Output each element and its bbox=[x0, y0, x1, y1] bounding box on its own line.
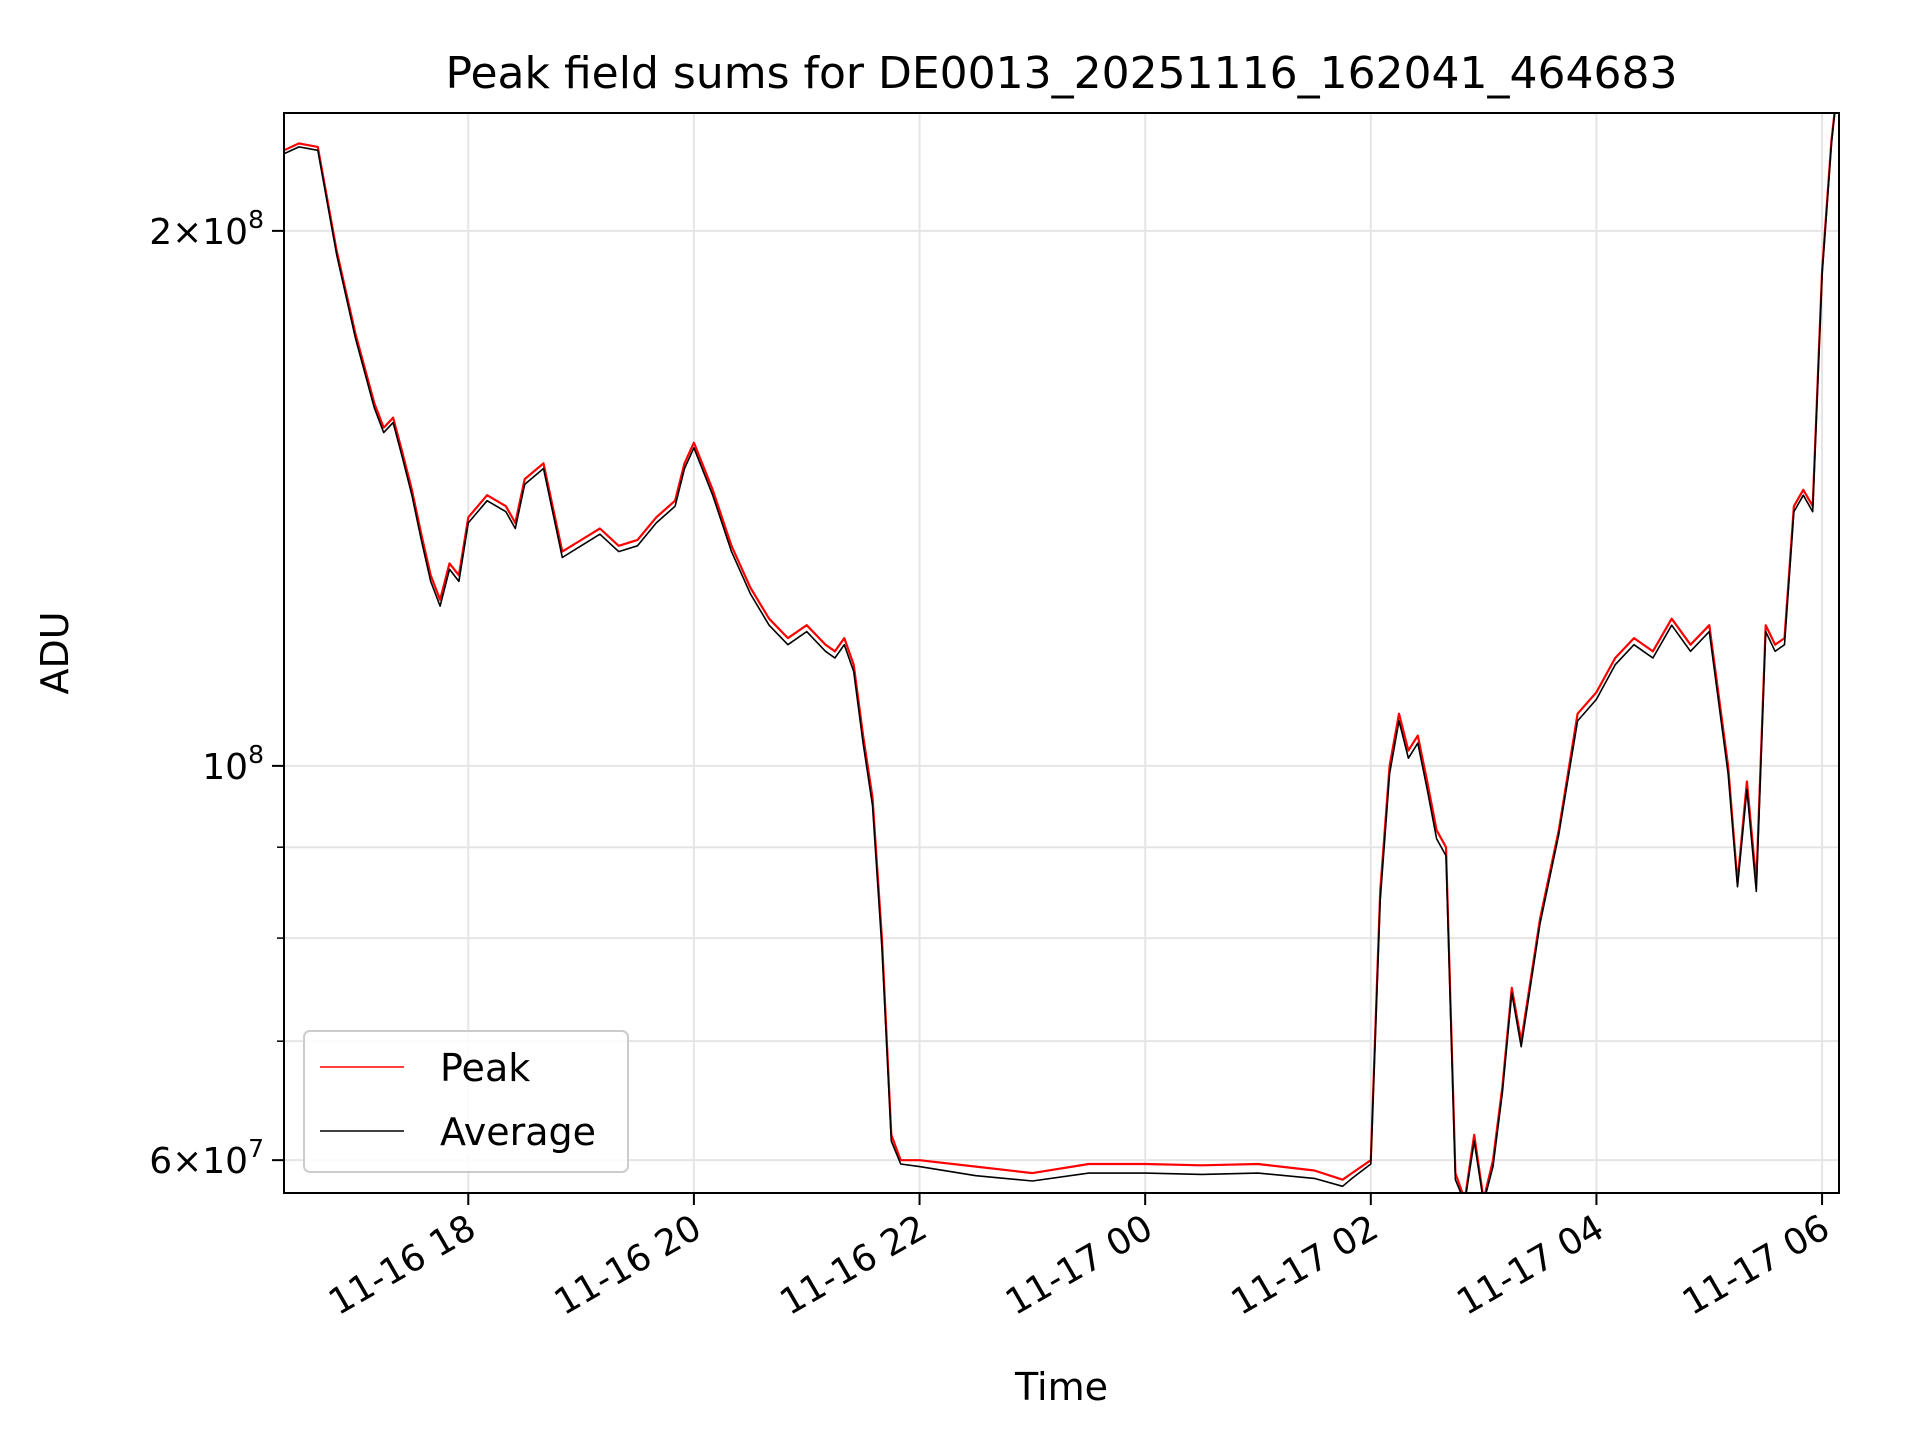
x-tick-label: 11-17 04 bbox=[1450, 1207, 1611, 1323]
x-tick-label: 11-17 00 bbox=[999, 1207, 1160, 1323]
x-tick-label: 11-17 02 bbox=[1225, 1207, 1386, 1323]
y-axis-title: ADU bbox=[33, 611, 77, 694]
series-line-peak bbox=[284, 113, 1836, 1193]
y-tick-base: 10 bbox=[202, 1141, 248, 1182]
y-tick-exponent: 8 bbox=[248, 740, 264, 769]
y-tick-exponent: 7 bbox=[248, 1134, 264, 1163]
legend-label-average: Average bbox=[440, 1110, 596, 1154]
x-tick-label: 11-16 18 bbox=[322, 1207, 483, 1323]
y-tick-mantissa: 2× bbox=[149, 212, 202, 253]
grid bbox=[284, 113, 1839, 1193]
plot-frame bbox=[283, 112, 1840, 1194]
legend-label-peak: Peak bbox=[440, 1046, 530, 1090]
y-tick-base: 10 bbox=[202, 212, 248, 253]
y-tick-mantissa: 6× bbox=[149, 1141, 202, 1182]
y-tick-base: 10 bbox=[202, 747, 248, 788]
x-tick-label: 11-17 06 bbox=[1676, 1207, 1837, 1323]
x-axis-title: Time bbox=[1014, 1365, 1108, 1409]
x-tick-label: 11-16 22 bbox=[773, 1207, 934, 1323]
series-line-average bbox=[284, 113, 1836, 1193]
x-tick-label: 11-16 20 bbox=[548, 1207, 709, 1323]
y-tick-label: 108 bbox=[202, 740, 264, 788]
y-tick-label: 6×107 bbox=[149, 1134, 264, 1182]
y-tick-label: 2×108 bbox=[149, 205, 264, 253]
y-tick-exponent: 8 bbox=[248, 205, 264, 234]
series-lines bbox=[284, 113, 1836, 1193]
legend: Peak Average bbox=[303, 1030, 629, 1173]
chart-title: Peak field sums for DE0013_20251116_1620… bbox=[446, 48, 1678, 99]
